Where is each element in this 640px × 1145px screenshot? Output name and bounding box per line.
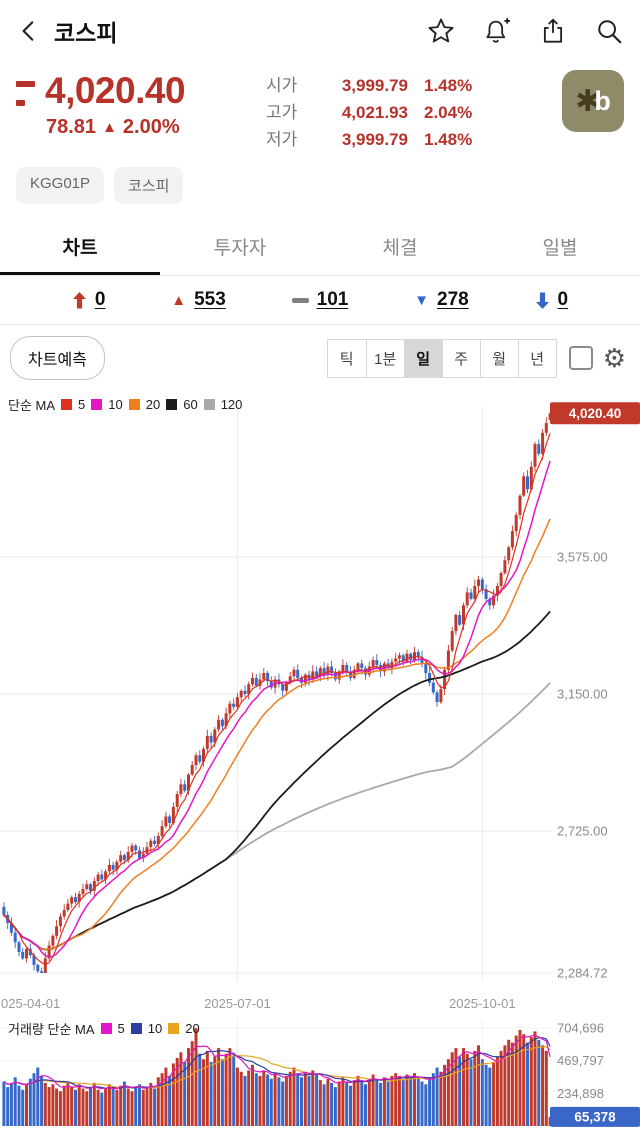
chevron-left-icon bbox=[22, 21, 34, 41]
falling-count: 278 bbox=[437, 289, 469, 310]
tab-chart[interactable]: 차트 bbox=[0, 220, 160, 275]
kb-star-icon: ✱ bbox=[575, 84, 601, 118]
ma-5-line bbox=[3, 433, 551, 966]
low-label: 저가 bbox=[266, 130, 298, 149]
page-title: 코스피 bbox=[54, 20, 118, 46]
arrow-down-icon bbox=[535, 292, 549, 309]
period-option[interactable]: 틱 bbox=[327, 339, 366, 377]
price-change: 78.81 ▲ 2.00% bbox=[46, 116, 266, 139]
ma-60-line bbox=[3, 610, 551, 951]
limit-up-stat[interactable]: 0 bbox=[72, 289, 106, 311]
svg-text:65,378: 65,378 bbox=[574, 1109, 616, 1124]
back-button[interactable] bbox=[16, 18, 46, 44]
low-value: 3,999.79 bbox=[341, 130, 408, 149]
high-row: 고가 4,021.93 2.04% bbox=[266, 99, 546, 126]
volume-bars bbox=[2, 1028, 552, 1126]
unchanged-count: 101 bbox=[316, 289, 349, 310]
ma-120-line bbox=[3, 682, 551, 951]
svg-text:2,725.00: 2,725.00 bbox=[557, 824, 608, 839]
falling-stat[interactable]: ▼ 278 bbox=[414, 289, 469, 311]
fullscreen-toggle-checkbox[interactable] bbox=[568, 346, 593, 370]
volume-chart[interactable]: 704,696 469,797 234,898 65,378 bbox=[0, 1015, 640, 1128]
ma-10-line bbox=[3, 460, 551, 958]
period-selector: 틱 1분 일 주 월 년 bbox=[326, 338, 557, 378]
date-label: 2025-07-01 bbox=[204, 996, 271, 1011]
kb-logo: ✱ b bbox=[562, 70, 624, 132]
period-option[interactable]: 년 bbox=[517, 339, 556, 377]
limit-down-stat[interactable]: 0 bbox=[535, 289, 569, 311]
chart-area: 단순 MA 5 10 20 60 120 3,575.00 3,150.00 2,725.0… bbox=[0, 393, 640, 1128]
high-pct: 2.04% bbox=[424, 103, 473, 122]
ohl-table: 시가 3,999.79 1.48% 고가 4,021.93 2.04% 저가 3… bbox=[266, 70, 546, 153]
gear-icon[interactable]: ⚙ bbox=[602, 343, 626, 373]
chart-controls: 차트예측 틱 1분 일 주 월 년 ⚙ bbox=[0, 325, 640, 387]
svg-text:3,575.00: 3,575.00 bbox=[557, 549, 608, 564]
period-option[interactable]: 주 bbox=[441, 339, 480, 377]
current-price-tag bbox=[550, 402, 640, 425]
current-price: 4,020.40 bbox=[45, 70, 186, 111]
open-row: 시가 3,999.79 1.48% bbox=[266, 72, 546, 99]
low-row: 저가 3,999.79 1.48% bbox=[266, 126, 546, 153]
open-value: 3,999.79 bbox=[341, 76, 408, 95]
rising-stat[interactable]: ▲ 553 bbox=[171, 289, 226, 311]
tab-trades[interactable]: 체결 bbox=[382, 238, 418, 259]
unchanged-stat[interactable]: 101 bbox=[291, 289, 349, 311]
date-axis: 025-04-01 2025-07-01 2025-10-01 bbox=[0, 993, 640, 1015]
current-price-block: 4,020.40 78.81 ▲ 2.00% bbox=[16, 70, 266, 139]
limit-up-count: 0 bbox=[94, 289, 106, 310]
change-percent: 2.00% bbox=[122, 116, 180, 138]
vol-ma-5-line bbox=[3, 1034, 551, 1090]
limit-down-count: 0 bbox=[557, 289, 569, 310]
period-option[interactable]: 일 bbox=[403, 339, 442, 377]
date-label: 025-04-01 bbox=[1, 996, 61, 1011]
triangle-up-icon: ▲ bbox=[171, 291, 187, 309]
up-triangle-icon: ▲ bbox=[102, 119, 117, 136]
date-label: 2025-10-01 bbox=[449, 996, 516, 1011]
svg-text:234,898: 234,898 bbox=[557, 1086, 604, 1101]
ma-20-line bbox=[3, 518, 551, 951]
market-breadth-row: 0 ▲ 553 101 ▼ 278 0 bbox=[0, 276, 640, 325]
triangle-down-icon: ▼ bbox=[414, 291, 430, 309]
chart-forecast-button[interactable]: 차트예측 bbox=[10, 336, 105, 380]
header-actions bbox=[426, 16, 624, 46]
mini-candle-icon bbox=[16, 77, 35, 106]
price-summary: 4,020.40 78.81 ▲ 2.00% 시가 3,999.79 1.48%… bbox=[0, 62, 640, 153]
tab-investors[interactable]: 투자자 bbox=[213, 238, 267, 259]
svg-text:704,696: 704,696 bbox=[557, 1021, 604, 1036]
change-value: 78.81 bbox=[46, 116, 97, 138]
market-chip[interactable]: 코스피 bbox=[114, 167, 184, 204]
ticker-chips: KGG01P 코스피 bbox=[0, 153, 640, 204]
period-option[interactable]: 월 bbox=[479, 339, 518, 377]
open-label: 시가 bbox=[266, 76, 298, 95]
high-value: 4,021.93 bbox=[341, 103, 408, 122]
svg-text:469,797: 469,797 bbox=[557, 1053, 604, 1068]
favorite-star-icon[interactable] bbox=[426, 16, 456, 46]
low-pct: 1.48% bbox=[424, 130, 473, 149]
alert-bell-plus-icon[interactable] bbox=[482, 16, 512, 46]
price-chart[interactable]: 3,575.00 3,150.00 2,725.00 2,284.72 4,020.40 bbox=[0, 393, 640, 993]
flat-dash-icon bbox=[291, 297, 309, 303]
vol-ma-20-line bbox=[3, 1046, 551, 1089]
code-chip[interactable]: KGG01P bbox=[16, 167, 105, 204]
tab-bar: 차트 투자자 체결 일별 bbox=[0, 220, 640, 276]
arrow-up-icon bbox=[72, 291, 86, 308]
candles bbox=[2, 412, 552, 973]
share-icon[interactable] bbox=[538, 16, 568, 46]
svg-text:3,150.00: 3,150.00 bbox=[557, 687, 608, 702]
rising-count: 553 bbox=[194, 289, 226, 310]
high-label: 고가 bbox=[266, 103, 298, 122]
tab-daily[interactable]: 일별 bbox=[542, 238, 578, 259]
open-pct: 1.48% bbox=[424, 76, 473, 95]
svg-text:2,284.72: 2,284.72 bbox=[557, 966, 608, 981]
svg-text:4,020.40: 4,020.40 bbox=[569, 406, 622, 421]
kb-b-letter: b bbox=[594, 85, 611, 116]
search-icon[interactable] bbox=[594, 16, 624, 46]
current-volume-tag bbox=[550, 1106, 640, 1127]
period-option[interactable]: 1분 bbox=[365, 339, 404, 377]
header: 코스피 bbox=[0, 0, 640, 62]
